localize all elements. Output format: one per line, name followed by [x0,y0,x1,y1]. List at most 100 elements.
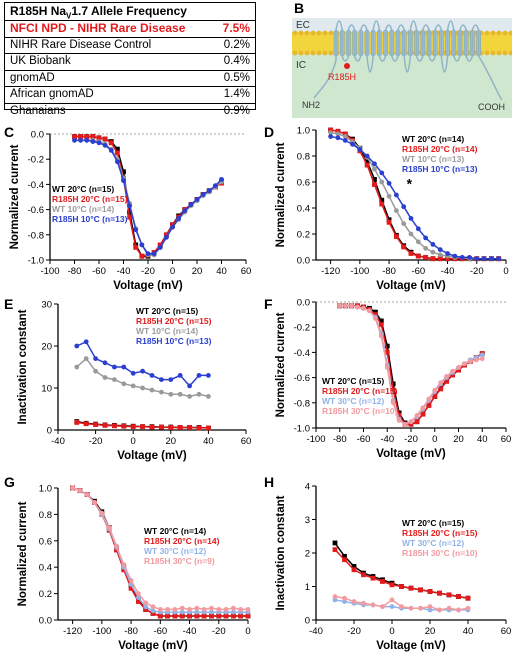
table-row: Ghanaians 0.9% [5,102,255,120]
data-point [467,358,473,364]
table-row: NIHR Rare Disease Control 0.2% [5,36,255,54]
y-tick-label: 10 [41,384,52,395]
data-point [159,424,164,430]
data-point [393,234,399,239]
panel-label-e: E [4,296,14,312]
data-point [396,413,402,418]
data-point [128,578,134,583]
x-tick-label: 20 [192,266,203,277]
data-point [386,217,392,223]
data-point [450,368,455,374]
row-label: UK Biobank [10,55,71,67]
data-point [93,422,98,427]
panel-label-b: B [294,0,305,16]
data-point [379,170,385,176]
y-tick-label: -0.4 [28,180,44,191]
data-point [462,361,467,367]
data-point [209,613,214,619]
data-point [78,134,84,139]
data-point [83,421,89,427]
lipid-head [304,50,310,56]
data-point [401,244,407,250]
lipid-head [310,30,316,36]
data-point [378,333,384,339]
x-tick-label: 60 [241,436,252,447]
data-point [230,605,236,611]
data-point [342,553,347,559]
x-tick-label: 60 [501,626,512,637]
y-tick-label: 1.0 [297,126,310,137]
legend-entry: R185H 10°C (n=13) [136,336,212,346]
data-point [150,611,156,616]
y-tick-label: -1.0 [294,424,310,435]
x-tick-label: -40 [51,436,65,447]
x-tick-label: 0 [432,434,437,445]
y-tick-label: 1 [305,582,310,593]
y-tick-label: -0.4 [294,348,310,359]
data-point [401,221,407,226]
data-point [372,182,377,187]
data-point [127,203,133,209]
data-point [389,597,395,603]
row-value: 1.4% [223,88,250,100]
data-point [149,373,155,378]
data-point [187,425,192,430]
lipid-head [322,50,328,56]
data-point [342,131,348,137]
y-tick-label: 0.4 [39,563,52,574]
y-tick-label: 0 [47,426,52,437]
data-point [206,188,212,194]
y-axis-label: Inactivation constant [17,309,29,424]
data-point [130,424,136,430]
data-point [112,377,117,382]
row-label: NIHR Rare Disease Control [10,38,152,51]
data-point [367,308,372,314]
data-point [114,547,119,553]
data-point [378,322,384,328]
data-point [418,605,423,611]
data-point [355,304,360,310]
lipid-head [316,30,322,36]
y-tick-label: -0.6 [294,373,310,384]
data-point [219,176,224,182]
data-point [479,352,485,358]
data-point [196,373,202,378]
chart-inactivation-30c: -120 -100 -80 -60 -40 -20 0 0.0 0.2 0.4 0.6 0.8 1.0 V… [17,484,251,653]
data-point [179,613,185,619]
legend-entry: R185H 10°C (n=13) [402,164,478,174]
data-point [432,387,438,393]
x-tick-label: -20 [89,436,103,447]
data-point [342,599,347,604]
data-point [114,543,119,549]
data-point [378,318,384,324]
panel-label-g: G [4,474,15,490]
data-point [140,385,146,391]
data-point [188,202,194,207]
x-tick-label: 40 [203,436,214,447]
data-point [93,368,98,374]
y-tick-label: 0.0 [39,616,52,627]
data-point [444,378,450,384]
data-point [121,364,127,370]
y-tick-label: 0.0 [297,256,310,267]
data-point [102,142,108,148]
data-point [408,421,414,427]
data-point [332,540,338,546]
legend-entry: WT 10°C (n=14) [136,326,198,336]
data-point [370,575,376,581]
legend-entry: WT 30°C (n=12) [402,538,464,548]
data-point [121,423,127,429]
data-point [408,419,414,425]
x-tick-label: -100 [306,434,325,445]
x-tick-label: -100 [350,266,369,277]
legend-entry: R185H 20°C (n=14) [144,536,220,546]
data-point [349,303,355,309]
data-point [380,579,385,584]
data-point [143,604,149,610]
panel-label-c: C [4,124,15,140]
data-point [408,231,414,237]
data-point [372,166,377,172]
data-point [102,375,108,380]
data-point [238,613,244,619]
data-point [139,253,145,259]
